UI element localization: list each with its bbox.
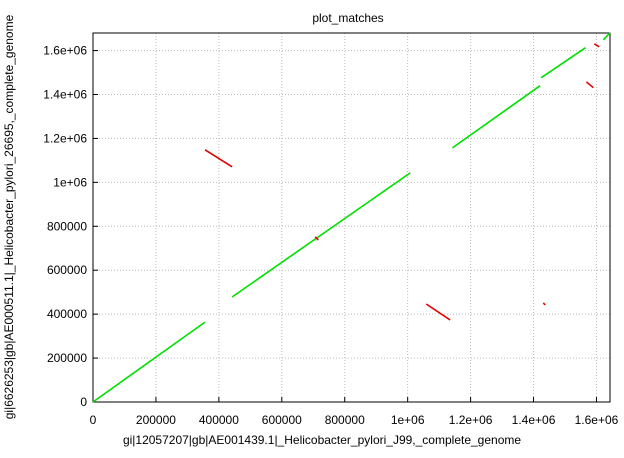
y-tick-label: 1.6e+06: [43, 44, 87, 58]
x-tick-label: 600000: [262, 413, 302, 427]
y-tick-label: 600000: [47, 263, 87, 277]
x-tick-label: 800000: [325, 413, 365, 427]
match-line: [92, 32, 611, 403]
y-tick-label: 1e+06: [53, 175, 87, 189]
chart-title: plot_matches: [312, 11, 383, 25]
plot-frame: [92, 32, 611, 403]
y-tick-label: 800000: [47, 219, 87, 233]
y-tick-label: 0: [80, 395, 87, 409]
x-tick-label: 1.4e+06: [512, 413, 556, 427]
y-axis-label: gi|6626253|gb|AE000511.1|_Helicobacter_p…: [2, 14, 16, 419]
x-tick-label: 1e+06: [391, 413, 425, 427]
match-line: [204, 43, 600, 321]
y-tick-label: 1.4e+06: [43, 88, 87, 102]
y-tick-label: 400000: [47, 307, 87, 321]
x-tick-label: 1.6e+06: [575, 413, 619, 427]
y-tick-label: 200000: [47, 351, 87, 365]
x-tick-label: 0: [90, 413, 97, 427]
x-tick-label: 400000: [199, 413, 239, 427]
x-axis-label: gi|12057207|gb|AE001439.1|_Helicobacter_…: [123, 433, 521, 447]
x-tick-label: 200000: [136, 413, 176, 427]
x-tick-label: 1.2e+06: [449, 413, 493, 427]
y-tick-label: 1.2e+06: [43, 131, 87, 145]
